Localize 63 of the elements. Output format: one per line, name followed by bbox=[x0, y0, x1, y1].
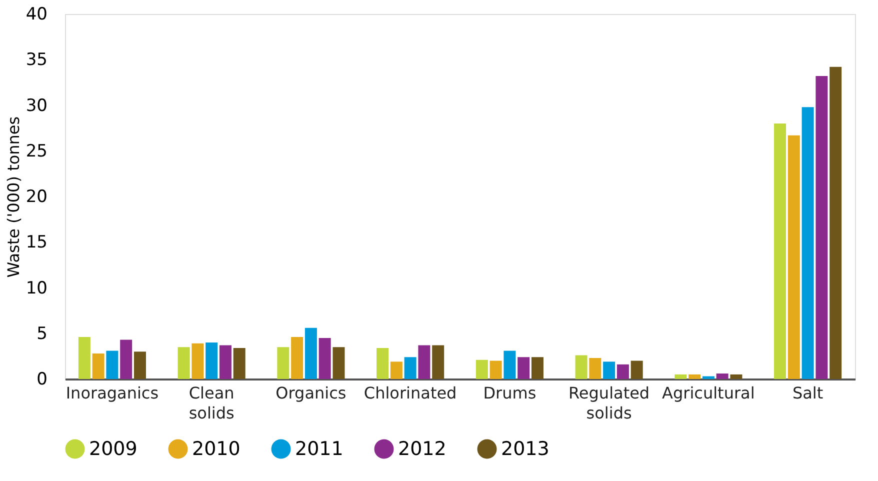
bar bbox=[404, 357, 416, 379]
y-tick-label: 35 bbox=[26, 50, 48, 70]
bar bbox=[531, 357, 544, 379]
x-tick-label: Clean solids bbox=[188, 384, 234, 422]
y-axis-title: Waste ('000) tonnes bbox=[4, 116, 23, 278]
y-tick-label: 20 bbox=[26, 187, 48, 207]
bar bbox=[716, 374, 728, 379]
y-tick-label: 25 bbox=[26, 141, 48, 162]
bar bbox=[518, 357, 530, 379]
bar bbox=[219, 345, 232, 379]
bar bbox=[589, 358, 602, 379]
x-tick-label: Regulated solids bbox=[568, 384, 650, 422]
bar bbox=[192, 343, 204, 379]
legend-label: 2012 bbox=[398, 438, 446, 460]
bar bbox=[390, 362, 402, 379]
bar bbox=[376, 348, 389, 379]
bar bbox=[432, 345, 444, 379]
bar bbox=[304, 328, 317, 379]
bar bbox=[774, 124, 786, 379]
bar bbox=[332, 347, 345, 379]
bar bbox=[575, 355, 588, 379]
bar bbox=[134, 352, 146, 379]
bar bbox=[490, 360, 502, 379]
bar bbox=[233, 348, 246, 379]
bar bbox=[418, 345, 430, 379]
legend-label: 2009 bbox=[89, 438, 138, 460]
x-tick-label: Agricultural bbox=[662, 384, 755, 402]
y-tick-label: 15 bbox=[26, 232, 48, 253]
bar bbox=[291, 337, 304, 379]
legend-label: 2010 bbox=[192, 438, 240, 460]
y-tick-label: 5 bbox=[36, 324, 48, 344]
y-tick-label: 30 bbox=[26, 96, 48, 116]
bar bbox=[120, 340, 132, 379]
bar bbox=[178, 347, 190, 379]
bar bbox=[816, 76, 828, 379]
bar bbox=[603, 362, 616, 379]
x-tick-label: Salt bbox=[792, 384, 824, 402]
x-tick-label: Drums bbox=[483, 384, 536, 402]
x-tick-label: Inoraganics bbox=[66, 384, 159, 402]
bar bbox=[616, 364, 629, 379]
x-tick-label: Chlorinated bbox=[364, 384, 457, 402]
bar bbox=[78, 337, 90, 379]
y-tick-label: 10 bbox=[26, 278, 48, 298]
legend-label: 2011 bbox=[295, 438, 344, 460]
x-tick-label: Organics bbox=[276, 384, 346, 402]
y-tick-label: 40 bbox=[26, 4, 48, 24]
bar bbox=[788, 135, 800, 379]
bar bbox=[688, 374, 701, 379]
bar bbox=[504, 350, 516, 379]
bar bbox=[802, 107, 814, 379]
bar bbox=[702, 376, 714, 379]
bar bbox=[277, 347, 290, 379]
bar bbox=[476, 360, 488, 379]
y-tick-label: 0 bbox=[36, 370, 48, 390]
bar bbox=[206, 342, 218, 379]
bar bbox=[730, 374, 742, 379]
bar bbox=[106, 350, 118, 379]
bar bbox=[92, 353, 104, 379]
bar bbox=[830, 66, 842, 379]
bar bbox=[630, 360, 643, 379]
legend-label: 2013 bbox=[501, 438, 550, 460]
bar bbox=[318, 338, 331, 379]
bar bbox=[674, 374, 687, 379]
